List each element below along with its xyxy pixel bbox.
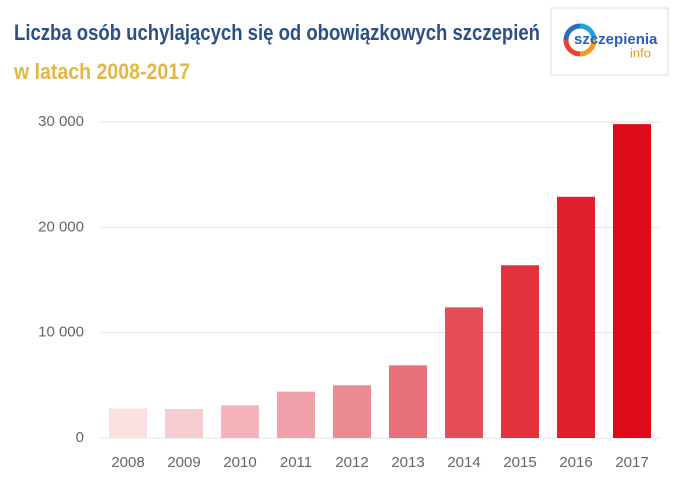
x-tick-label: 2013 xyxy=(391,454,424,471)
logo-arc xyxy=(579,23,597,41)
chart-title: Liczba osób uchylających się od obowiązk… xyxy=(14,20,540,45)
bar xyxy=(277,391,315,438)
bar xyxy=(221,405,259,438)
bar xyxy=(389,365,427,438)
y-tick-label: 20 000 xyxy=(38,218,84,235)
x-tick-label: 2015 xyxy=(503,454,536,471)
x-tick-label: 2011 xyxy=(280,454,312,471)
x-tick-label: 2014 xyxy=(447,454,480,471)
bar xyxy=(613,124,651,439)
logo-arc xyxy=(563,23,581,41)
logo: szczepienia info xyxy=(550,7,669,76)
logo-subtext: info xyxy=(630,45,651,60)
bar xyxy=(501,265,539,438)
x-tick-label: 2012 xyxy=(335,454,368,471)
chart-subtitle: w latach 2008-2017 xyxy=(13,59,190,84)
logo-arc xyxy=(563,39,581,57)
bar xyxy=(445,307,483,438)
logo-box xyxy=(550,7,669,76)
x-tick-label: 2008 xyxy=(111,454,144,471)
logo-ring xyxy=(563,23,597,57)
bar xyxy=(109,408,147,438)
bar xyxy=(557,196,595,438)
x-tick-label: 2010 xyxy=(223,454,256,471)
y-tick-label: 0 xyxy=(76,429,84,446)
x-tick-label: 2009 xyxy=(167,454,200,471)
bar xyxy=(333,385,371,438)
logo-arc xyxy=(579,39,597,57)
x-tick-label: 2017 xyxy=(615,454,648,471)
bar xyxy=(165,409,203,438)
y-tick-label: 30 000 xyxy=(38,113,84,130)
x-tick-label: 2016 xyxy=(559,454,592,471)
y-tick-label: 10 000 xyxy=(38,324,84,341)
logo-text: szczepienia xyxy=(574,31,658,48)
